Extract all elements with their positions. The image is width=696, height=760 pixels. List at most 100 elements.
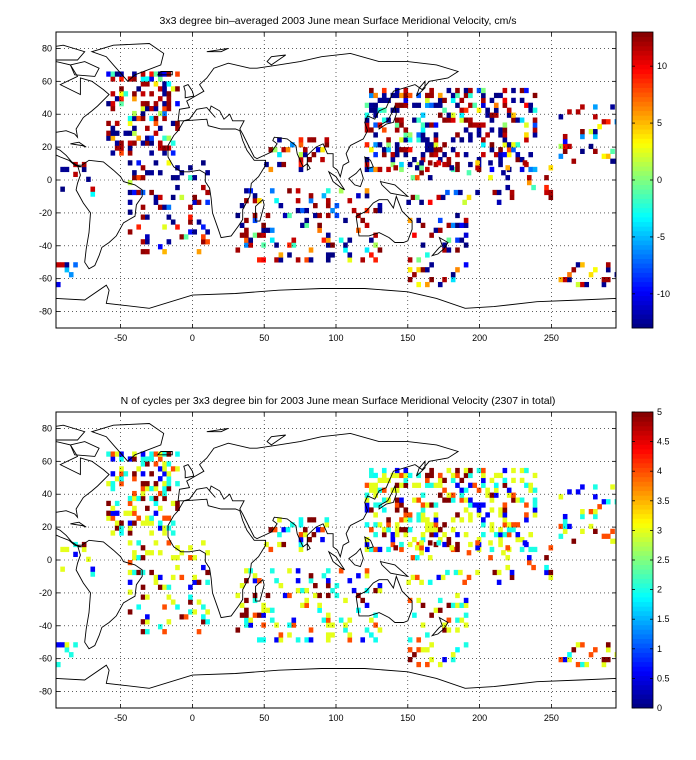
coastline-path <box>266 54 286 66</box>
bin-cell <box>437 227 443 233</box>
bin-cell <box>162 451 167 457</box>
bin-cell <box>481 137 486 143</box>
bin-cell <box>463 117 469 123</box>
bin-cell <box>475 160 480 166</box>
coastline-path <box>378 104 397 130</box>
bin-cell <box>81 541 87 548</box>
bin-cell <box>347 632 353 638</box>
bin-cell <box>369 102 374 108</box>
bin-cell <box>192 579 198 585</box>
bin-cell <box>558 143 564 150</box>
bin-cell <box>287 242 292 248</box>
bin-cell <box>450 527 456 533</box>
bin-cell <box>140 101 146 107</box>
bin-cell <box>420 156 426 163</box>
bin-cell <box>524 122 529 128</box>
colorbar-segment <box>632 198 653 204</box>
bin-cell <box>450 97 456 104</box>
bin-cell <box>524 502 529 508</box>
bin-cell <box>170 194 176 201</box>
bin-cell <box>166 525 172 531</box>
colorbar-segment <box>632 36 653 42</box>
y-tick-label: -80 <box>39 687 52 697</box>
bin-cell <box>436 160 442 166</box>
bin-cell <box>282 592 288 599</box>
coastline-path <box>430 616 449 637</box>
bin-cell <box>166 515 172 521</box>
bin-cell <box>325 232 331 238</box>
bin-cell <box>605 533 611 539</box>
bin-cell <box>277 532 282 538</box>
colorbar-segment <box>632 486 653 492</box>
bin-cell <box>149 115 154 122</box>
bin-cell <box>381 477 387 484</box>
bin-cell <box>153 106 159 112</box>
bin-cell <box>252 198 258 204</box>
bin-cell <box>476 507 482 513</box>
bin-cell <box>450 137 456 143</box>
bin-cell <box>390 541 396 548</box>
bin-cell <box>433 607 439 613</box>
bin-cell <box>468 502 473 508</box>
bin-cell <box>248 242 254 248</box>
bin-cell <box>455 647 460 653</box>
bin-cell <box>416 267 422 273</box>
bin-cell <box>364 247 370 253</box>
colorbar-segment <box>632 555 653 561</box>
bin-cell <box>196 219 202 225</box>
colorbar-segment <box>632 226 653 232</box>
bin-cell <box>145 101 150 107</box>
bin-cell <box>571 267 577 273</box>
bin-cell <box>119 525 124 531</box>
bin-cell <box>308 198 314 204</box>
bin-cell <box>338 188 344 194</box>
bin-cell <box>157 505 163 511</box>
bin-cell <box>489 497 495 503</box>
bin-cell <box>166 101 172 107</box>
bin-cell <box>166 619 172 625</box>
bin-cell <box>244 242 249 248</box>
x-tick-label: 0 <box>190 333 195 343</box>
bin-cell <box>244 578 249 584</box>
colorbar-segment <box>632 518 653 524</box>
bin-cell <box>252 193 258 199</box>
bin-cell <box>492 189 498 196</box>
bin-cell <box>364 568 370 574</box>
bin-cell <box>502 482 508 488</box>
bin-cell <box>157 490 163 497</box>
bin-cell <box>442 657 447 663</box>
bin-cell <box>265 607 271 613</box>
colorbar-segment <box>632 536 653 542</box>
bin-cell <box>420 536 426 543</box>
bin-cell <box>588 652 594 658</box>
bin-cell <box>127 145 133 151</box>
bin-cell <box>425 122 430 128</box>
colorbar-segment <box>632 504 653 510</box>
bin-cell <box>373 142 378 148</box>
bin-cell <box>364 602 370 608</box>
colorbar-segment <box>632 281 653 287</box>
bin-cell <box>425 102 430 108</box>
colorbar-segment <box>632 657 653 663</box>
bin-cell <box>295 207 301 214</box>
bin-cell <box>373 532 378 538</box>
bin-cell <box>580 528 585 534</box>
bin-cell <box>188 165 193 171</box>
bin-cell <box>429 232 434 238</box>
bin-cell <box>463 152 469 158</box>
bin-cell <box>334 583 340 589</box>
bin-cell <box>567 523 572 530</box>
bin-cell <box>414 194 420 201</box>
bin-cell <box>132 189 137 196</box>
bin-cell <box>593 509 598 515</box>
bin-cell <box>493 112 499 118</box>
colorbar-segment <box>632 189 653 195</box>
bin-cell <box>166 471 172 477</box>
bin-cell <box>311 517 317 523</box>
bin-cell <box>407 597 413 604</box>
bin-cell <box>307 536 312 543</box>
bin-cell <box>511 497 516 503</box>
bin-cell <box>429 612 434 618</box>
bin-cell <box>386 147 391 153</box>
coastline-path <box>355 194 413 243</box>
